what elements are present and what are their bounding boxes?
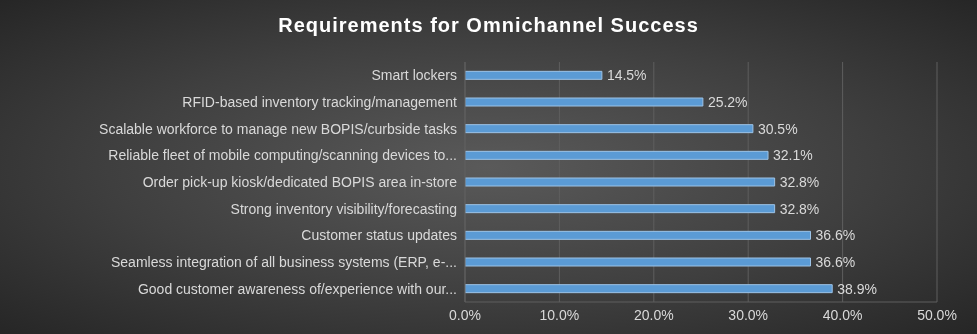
svg-text:36.6%: 36.6% (816, 227, 856, 243)
svg-text:Seamless integration of all bu: Seamless integration of all business sys… (111, 254, 457, 270)
svg-text:Reliable fleet of mobile compu: Reliable fleet of mobile computing/scann… (108, 147, 457, 163)
svg-text:20.0%: 20.0% (634, 307, 674, 323)
svg-text:32.1%: 32.1% (773, 147, 813, 163)
svg-text:0.0%: 0.0% (449, 307, 481, 323)
svg-text:30.0%: 30.0% (728, 307, 768, 323)
svg-text:Scalable workforce to manage n: Scalable workforce to manage new BOPIS/c… (99, 121, 457, 137)
svg-text:Order pick-up kiosk/dedicated: Order pick-up kiosk/dedicated BOPIS area… (143, 174, 458, 190)
svg-text:36.6%: 36.6% (816, 254, 856, 270)
svg-text:50.0%: 50.0% (917, 307, 957, 323)
svg-text:32.8%: 32.8% (780, 174, 820, 190)
svg-text:14.5%: 14.5% (607, 67, 647, 83)
svg-text:25.2%: 25.2% (708, 94, 748, 110)
svg-text:Strong inventory visibility/fo: Strong inventory visibility/forecasting (231, 201, 457, 217)
svg-text:RFID-based inventory tracking/: RFID-based inventory tracking/management (182, 94, 457, 110)
svg-text:Good customer awareness of/exp: Good customer awareness of/experience wi… (138, 281, 457, 297)
svg-text:38.9%: 38.9% (837, 281, 877, 297)
svg-text:40.0%: 40.0% (823, 307, 863, 323)
html-text:Requirements for Omnichannel S: Requirements for Omnichannel Success (278, 14, 699, 36)
svg-text:Customer status updates: Customer status updates (301, 227, 457, 243)
svg-text:30.5%: 30.5% (758, 121, 798, 137)
svg-text:Smart lockers: Smart lockers (371, 67, 457, 83)
svg-text:10.0%: 10.0% (540, 307, 580, 323)
svg-text:32.8%: 32.8% (780, 201, 820, 217)
